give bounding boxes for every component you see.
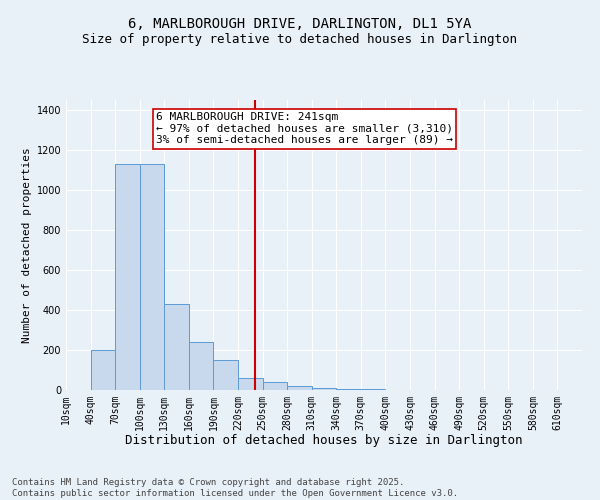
Bar <box>287 386 312 390</box>
Text: Size of property relative to detached houses in Darlington: Size of property relative to detached ho… <box>83 32 517 46</box>
Bar <box>336 389 361 390</box>
Bar <box>361 389 385 390</box>
Bar <box>91 350 115 390</box>
Bar <box>115 164 140 390</box>
Text: Contains HM Land Registry data © Crown copyright and database right 2025.
Contai: Contains HM Land Registry data © Crown c… <box>12 478 458 498</box>
Bar <box>140 164 164 390</box>
Bar <box>214 360 238 390</box>
Bar <box>263 382 287 390</box>
Bar <box>312 388 336 390</box>
X-axis label: Distribution of detached houses by size in Darlington: Distribution of detached houses by size … <box>125 434 523 448</box>
Y-axis label: Number of detached properties: Number of detached properties <box>22 147 32 343</box>
Text: 6 MARLBOROUGH DRIVE: 241sqm
← 97% of detached houses are smaller (3,310)
3% of s: 6 MARLBOROUGH DRIVE: 241sqm ← 97% of det… <box>156 112 453 145</box>
Text: 6, MARLBOROUGH DRIVE, DARLINGTON, DL1 5YA: 6, MARLBOROUGH DRIVE, DARLINGTON, DL1 5Y… <box>128 18 472 32</box>
Bar <box>238 378 263 390</box>
Bar <box>164 304 189 390</box>
Bar <box>189 342 214 390</box>
